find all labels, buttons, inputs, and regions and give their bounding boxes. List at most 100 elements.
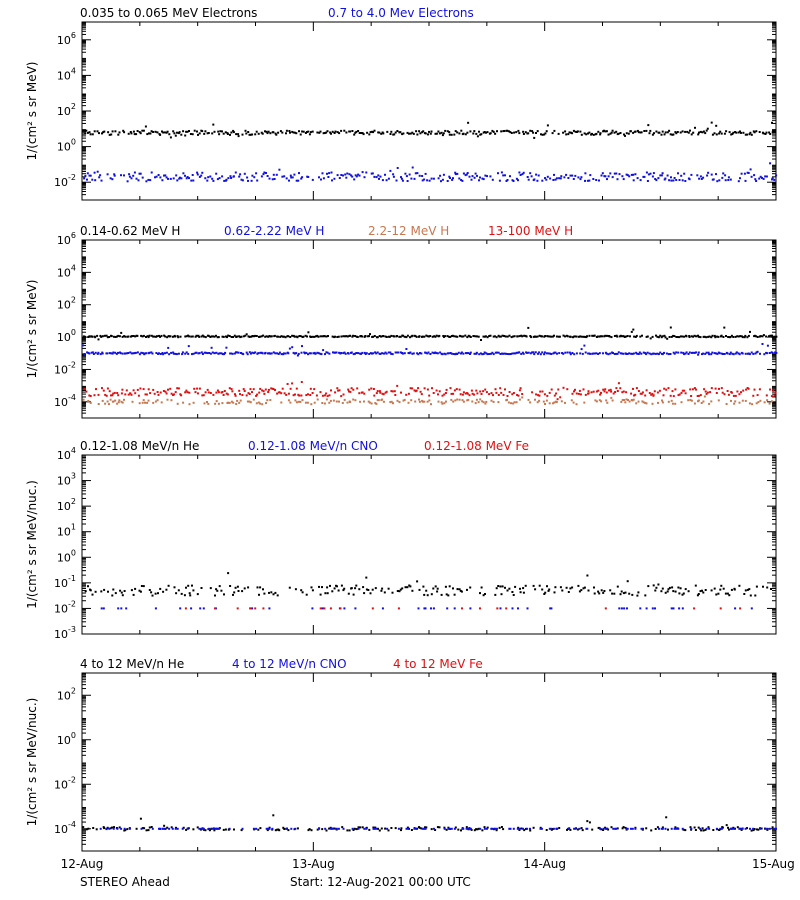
data-point <box>230 336 233 338</box>
data-point <box>708 335 711 338</box>
data-point <box>552 179 555 181</box>
data-point <box>230 388 233 391</box>
data-point <box>278 351 281 354</box>
data-point <box>200 351 203 354</box>
data-point <box>491 178 494 181</box>
data-point <box>216 589 219 592</box>
data-point <box>436 352 439 355</box>
data-point <box>232 401 235 404</box>
data-point <box>592 133 595 136</box>
data-point <box>180 592 183 595</box>
data-point <box>658 131 661 134</box>
data-point <box>522 591 525 594</box>
data-point <box>448 131 451 134</box>
data-point <box>604 388 607 391</box>
data-point <box>733 402 736 405</box>
data-point <box>603 590 606 592</box>
data-point <box>328 352 331 355</box>
data-point <box>510 402 512 405</box>
data-point <box>636 352 639 355</box>
data-point <box>176 387 179 390</box>
data-point <box>673 177 676 179</box>
data-point <box>745 388 748 391</box>
data-point <box>95 388 97 391</box>
data-point <box>426 400 429 403</box>
data-point <box>353 827 356 830</box>
data-point <box>186 827 189 830</box>
data-point <box>150 130 153 133</box>
data-point <box>267 827 270 830</box>
data-point <box>224 828 227 831</box>
data-point <box>248 133 251 136</box>
data-point <box>483 351 486 354</box>
data-point <box>623 133 625 136</box>
data-point <box>225 178 228 181</box>
data-point <box>275 173 278 176</box>
data-point <box>630 173 633 176</box>
data-point <box>325 829 328 832</box>
data-point <box>597 353 600 355</box>
data-point <box>354 352 356 355</box>
data-point <box>292 351 295 354</box>
data-point <box>331 130 334 133</box>
data-point <box>414 400 417 403</box>
data-point <box>172 335 174 338</box>
data-point <box>171 827 174 830</box>
data-point <box>394 351 397 354</box>
data-point <box>411 387 414 390</box>
data-point <box>241 394 244 396</box>
data-point <box>354 587 357 590</box>
data-point <box>358 174 361 177</box>
data-point <box>469 351 472 354</box>
data-point <box>766 586 769 589</box>
data-point <box>481 177 484 180</box>
data-point <box>459 393 462 396</box>
data-point <box>650 829 653 832</box>
data-point <box>728 131 731 134</box>
data-point <box>293 352 296 355</box>
data-point <box>699 336 702 339</box>
data-point <box>634 336 637 338</box>
data-point <box>738 401 741 404</box>
data-point <box>505 607 508 610</box>
data-point <box>283 335 286 338</box>
data-point <box>86 178 88 181</box>
data-point <box>690 351 693 354</box>
data-point <box>107 131 110 134</box>
data-point <box>306 401 309 404</box>
data-point <box>300 394 303 397</box>
data-point <box>569 353 572 356</box>
data-point <box>731 352 734 355</box>
data-point <box>141 129 144 132</box>
data-point <box>406 334 409 337</box>
data-point <box>734 352 737 355</box>
data-point <box>151 827 154 830</box>
data-point <box>173 393 175 396</box>
data-point <box>584 393 587 396</box>
data-point <box>209 392 212 394</box>
data-point <box>738 393 741 396</box>
data-point <box>340 584 343 587</box>
data-point <box>512 180 515 182</box>
data-point <box>759 352 761 355</box>
data-point <box>569 828 572 831</box>
data-point <box>298 130 300 133</box>
data-point <box>283 175 286 178</box>
data-point <box>284 352 287 355</box>
data-point <box>599 393 602 396</box>
data-point <box>541 588 544 591</box>
data-point <box>477 827 480 830</box>
data-point <box>197 334 200 337</box>
data-point <box>140 585 143 587</box>
data-point <box>532 826 535 829</box>
data-point <box>256 393 259 396</box>
data-point <box>679 587 682 590</box>
legend-label: 0.14-0.62 MeV H <box>80 224 180 238</box>
data-point <box>244 129 247 132</box>
data-point <box>566 335 569 338</box>
data-point <box>557 335 560 338</box>
data-point <box>715 392 718 394</box>
data-point <box>486 826 489 829</box>
data-point <box>626 335 629 337</box>
data-point <box>693 607 696 610</box>
